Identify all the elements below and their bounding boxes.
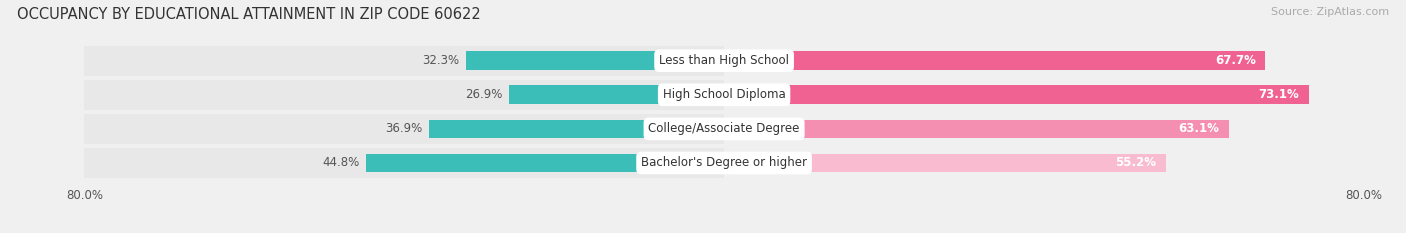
Text: 73.1%: 73.1%: [1258, 88, 1299, 101]
Text: 67.7%: 67.7%: [1215, 54, 1256, 67]
Bar: [724, 51, 1265, 70]
Bar: [429, 120, 724, 138]
Legend: Owner-occupied, Renter-occupied: Owner-occupied, Renter-occupied: [589, 229, 859, 233]
Bar: [724, 120, 1229, 138]
Bar: [366, 154, 724, 172]
Text: Less than High School: Less than High School: [659, 54, 789, 67]
Text: College/Associate Degree: College/Associate Degree: [648, 122, 800, 135]
Text: Source: ZipAtlas.com: Source: ZipAtlas.com: [1271, 7, 1389, 17]
Bar: [84, 148, 724, 178]
Text: 32.3%: 32.3%: [422, 54, 460, 67]
Text: 55.2%: 55.2%: [1115, 157, 1156, 169]
Text: Bachelor's Degree or higher: Bachelor's Degree or higher: [641, 157, 807, 169]
Text: 44.8%: 44.8%: [322, 157, 360, 169]
Bar: [84, 46, 724, 76]
Text: High School Diploma: High School Diploma: [662, 88, 786, 101]
Text: 26.9%: 26.9%: [465, 88, 502, 101]
Bar: [84, 114, 724, 144]
Bar: [465, 51, 724, 70]
Bar: [724, 154, 1166, 172]
Bar: [724, 86, 1309, 104]
Bar: [509, 86, 724, 104]
Bar: [84, 80, 724, 110]
Text: 63.1%: 63.1%: [1178, 122, 1219, 135]
Text: OCCUPANCY BY EDUCATIONAL ATTAINMENT IN ZIP CODE 60622: OCCUPANCY BY EDUCATIONAL ATTAINMENT IN Z…: [17, 7, 481, 22]
Text: 36.9%: 36.9%: [385, 122, 423, 135]
